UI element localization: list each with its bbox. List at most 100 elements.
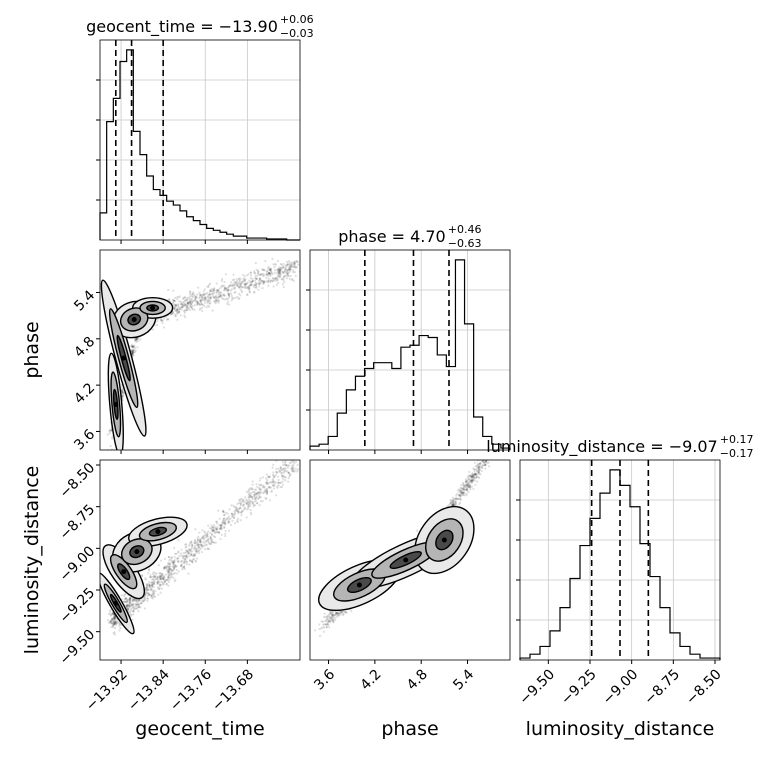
sample-point xyxy=(461,491,464,494)
sample-point xyxy=(113,621,116,625)
sample-point xyxy=(279,266,283,269)
sample-point xyxy=(280,474,284,477)
sample-point xyxy=(484,458,486,460)
sample-point xyxy=(232,516,235,519)
sample-point xyxy=(502,433,504,435)
sample-point xyxy=(265,272,269,275)
sample-point xyxy=(477,467,481,471)
sample-point xyxy=(281,460,284,464)
sample-point xyxy=(325,615,329,618)
sample-point xyxy=(130,613,133,616)
x-tick-label-luminosity_distance: −9.25 xyxy=(558,666,600,708)
sample-point xyxy=(213,296,217,299)
sample-point xyxy=(113,617,116,620)
sample-point xyxy=(271,280,274,283)
sample-point xyxy=(231,285,234,288)
sample-point xyxy=(125,604,128,607)
sample-point xyxy=(214,541,217,544)
sample-point xyxy=(222,510,225,513)
sample-point xyxy=(277,274,280,277)
sample-point xyxy=(131,352,134,355)
sample-point xyxy=(327,618,330,621)
sample-point xyxy=(253,290,256,293)
sample-point xyxy=(188,559,191,562)
sample-point xyxy=(190,305,193,309)
sample-point xyxy=(332,614,335,617)
sample-point xyxy=(187,547,190,551)
sample-point xyxy=(161,583,164,586)
sample-point xyxy=(219,293,222,296)
sample-point xyxy=(254,286,258,289)
sample-point xyxy=(174,304,177,307)
sample-point xyxy=(219,295,222,298)
sample-point xyxy=(132,598,135,601)
sample-point xyxy=(121,394,125,397)
sample-point xyxy=(246,285,249,289)
sample-point xyxy=(112,617,115,621)
sample-point xyxy=(135,599,138,602)
sample-point xyxy=(188,543,191,546)
sample-point xyxy=(240,291,244,294)
sample-point xyxy=(282,471,286,474)
sample-point xyxy=(463,486,466,489)
sample-point xyxy=(277,270,280,273)
sample-point xyxy=(161,319,164,322)
sample-point xyxy=(293,462,296,465)
sample-point xyxy=(468,486,471,489)
sample-point xyxy=(466,489,469,492)
sample-point xyxy=(241,510,245,513)
sample-point xyxy=(479,473,482,476)
sample-point xyxy=(191,307,194,311)
sample-point xyxy=(209,282,212,285)
sample-point xyxy=(195,548,198,551)
sample-point xyxy=(455,498,458,501)
sample-point xyxy=(241,500,245,503)
sample-point xyxy=(212,526,215,529)
sample-point xyxy=(215,528,218,531)
sample-point xyxy=(176,312,179,315)
sample-point xyxy=(173,299,177,303)
sample-point xyxy=(250,488,253,491)
sample-point xyxy=(245,490,248,494)
x-tick-label-phase: 5.4 xyxy=(450,666,477,693)
sample-point xyxy=(136,599,139,602)
sample-point xyxy=(133,346,136,350)
sample-point xyxy=(202,297,205,300)
sample-point xyxy=(195,550,199,554)
sample-point xyxy=(130,345,134,348)
sample-point xyxy=(209,531,212,534)
sample-point xyxy=(268,475,272,478)
sample-point xyxy=(280,267,283,270)
sample-point xyxy=(449,502,452,505)
sample-point xyxy=(242,498,245,501)
sample-point xyxy=(112,624,115,627)
sample-point xyxy=(122,391,125,394)
sample-point xyxy=(193,553,196,556)
sample-point xyxy=(183,559,186,563)
sample-point xyxy=(341,610,344,614)
sample-point xyxy=(236,520,239,524)
sample-point xyxy=(129,597,132,600)
sample-point xyxy=(472,467,475,470)
sample-point xyxy=(458,490,461,493)
sample-point xyxy=(276,471,279,474)
sample-point xyxy=(225,297,228,300)
sample-point xyxy=(328,613,331,616)
sample-point xyxy=(197,549,200,552)
sample-point xyxy=(471,479,474,482)
sample-point xyxy=(227,521,230,525)
sample-point xyxy=(195,542,198,545)
sample-point xyxy=(170,569,173,572)
sample-point xyxy=(192,547,196,550)
sample-point xyxy=(125,605,128,609)
sample-point xyxy=(487,465,491,468)
sample-point xyxy=(172,561,175,564)
sample-point xyxy=(180,306,183,309)
sample-point xyxy=(269,267,273,270)
sample-point xyxy=(485,460,488,464)
sample-point xyxy=(207,295,210,298)
sample-point xyxy=(186,302,189,305)
sample-point xyxy=(266,488,269,491)
sample-point xyxy=(281,277,284,280)
sample-point xyxy=(199,541,202,544)
